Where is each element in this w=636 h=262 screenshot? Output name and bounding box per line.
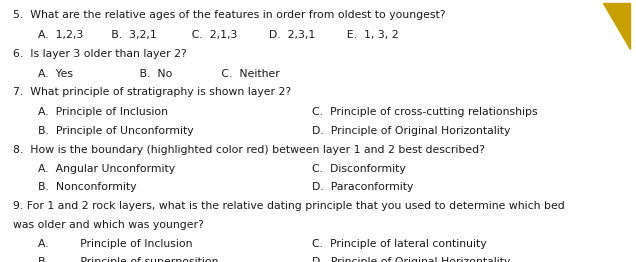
Text: 7.  What principle of stratigraphy is shown layer 2?: 7. What principle of stratigraphy is sho…: [13, 87, 291, 97]
Polygon shape: [604, 3, 630, 49]
Text: A.  Yes                   B.  No              C.  Neither: A. Yes B. No C. Neither: [38, 69, 279, 79]
Text: A.  Angular Unconformity: A. Angular Unconformity: [38, 164, 175, 174]
Text: A.         Principle of Inclusion: A. Principle of Inclusion: [38, 239, 192, 249]
Text: A.  Principle of Inclusion: A. Principle of Inclusion: [38, 107, 167, 117]
Text: A.  1,2,3        B.  3,2,1          C.  2,1,3         D.  2,3,1         E.  1, 3: A. 1,2,3 B. 3,2,1 C. 2,1,3 D. 2,3,1 E. 1…: [38, 30, 398, 40]
Text: B.  Principle of Unconformity: B. Principle of Unconformity: [38, 126, 193, 136]
Text: D.  Paraconformity: D. Paraconformity: [312, 182, 413, 192]
Text: C.  Principle of cross-cutting relationships: C. Principle of cross-cutting relationsh…: [312, 107, 537, 117]
Text: D.  Principle of Original Horizontality: D. Principle of Original Horizontality: [312, 257, 510, 262]
Text: C.  Disconformity: C. Disconformity: [312, 164, 406, 174]
Text: B.  Nonconformity: B. Nonconformity: [38, 182, 136, 192]
Text: C.  Principle of lateral continuity: C. Principle of lateral continuity: [312, 239, 487, 249]
Text: D.  Principle of Original Horizontality: D. Principle of Original Horizontality: [312, 126, 510, 136]
Text: 8.  How is the boundary (highlighted color red) between layer 1 and 2 best descr: 8. How is the boundary (highlighted colo…: [13, 145, 485, 155]
Text: B.         Principle of superposition: B. Principle of superposition: [38, 257, 218, 262]
Text: 6.  Is layer 3 older than layer 2?: 6. Is layer 3 older than layer 2?: [13, 49, 186, 59]
Text: 9. For 1 and 2 rock layers, what is the relative dating principle that you used : 9. For 1 and 2 rock layers, what is the …: [13, 201, 564, 211]
Text: was older and which was younger?: was older and which was younger?: [13, 220, 204, 230]
Text: 5.  What are the relative ages of the features in order from oldest to youngest?: 5. What are the relative ages of the fea…: [13, 10, 445, 20]
